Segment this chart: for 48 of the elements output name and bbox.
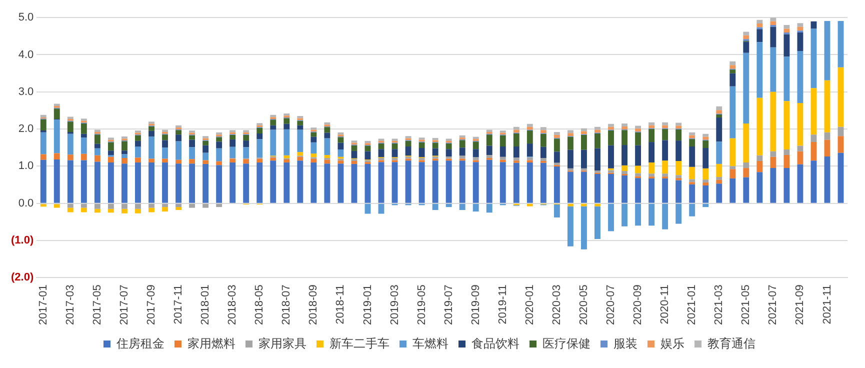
x-tick-label: 2019-09 — [470, 284, 482, 326]
y-tick-label: (2.0) — [10, 272, 34, 284]
y-tick-label: 3.0 — [18, 86, 34, 98]
x-tick-label: 2021-01 — [686, 284, 698, 326]
y-tick-label: 5.0 — [18, 12, 34, 24]
y-tick-label: (1.0) — [10, 234, 34, 247]
x-tick-label: 2019-05 — [416, 284, 428, 326]
legend-label: 家用燃料 — [188, 336, 236, 350]
x-tick-label: 2017-05 — [91, 284, 104, 326]
x-tick-label: 2017-11 — [172, 284, 185, 324]
x-tick-label: 2018-05 — [254, 284, 266, 326]
legend-label: 食品饮料 — [472, 336, 520, 350]
legend-label: 家用家具 — [258, 336, 306, 350]
x-tick-label: 2017-09 — [146, 284, 158, 326]
x-tick-label: 2018-07 — [280, 284, 293, 326]
x-tick-label: 2021-09 — [794, 284, 806, 326]
y-tick-label: 4.0 — [18, 48, 34, 61]
legend-label: 车燃料 — [412, 336, 448, 350]
y-tick-label: 0.0 — [18, 197, 34, 210]
legend-label: 新车二手车 — [330, 336, 390, 350]
x-tick-label: 2018-11 — [334, 284, 347, 324]
x-tick-label: 2020-05 — [578, 284, 590, 326]
x-tick-label: 2021-05 — [740, 284, 752, 326]
y-tick-label: 2.0 — [18, 123, 34, 136]
y-tick-label: 1.0 — [18, 160, 34, 172]
x-tick-label: 2020-07 — [605, 284, 618, 326]
x-tick-label: 2017-01 — [37, 284, 50, 326]
x-tick-label: 2017-03 — [64, 284, 76, 326]
x-tick-label: 2021-03 — [713, 284, 726, 326]
x-tick-label: 2019-11 — [496, 284, 509, 324]
x-tick-label: 2021-11 — [821, 284, 834, 324]
x-tick-label: 2017-07 — [118, 284, 130, 326]
x-tick-label: 2019-07 — [442, 284, 455, 326]
x-tick-label: 2019-03 — [388, 284, 401, 326]
x-tick-label: 2020-11 — [659, 284, 672, 324]
x-tick-label: 2020-03 — [550, 284, 563, 326]
x-tick-label: 2018-09 — [308, 284, 320, 326]
x-tick-label: 2018-03 — [226, 284, 239, 326]
x-tick-label: 2020-09 — [632, 284, 644, 326]
legend-label: 娱乐 — [660, 336, 684, 350]
legend-label: 教育通信 — [708, 336, 756, 350]
legend-label: 住房租金 — [116, 336, 164, 350]
x-tick-label: 2020-01 — [524, 284, 536, 326]
x-tick-label: 2019-01 — [362, 284, 374, 326]
legend-label: 服装 — [614, 336, 638, 350]
x-tick-label: 2021-07 — [767, 284, 780, 326]
x-tick-label: 2018-01 — [200, 284, 212, 326]
legend-label: 医疗保健 — [542, 336, 590, 350]
